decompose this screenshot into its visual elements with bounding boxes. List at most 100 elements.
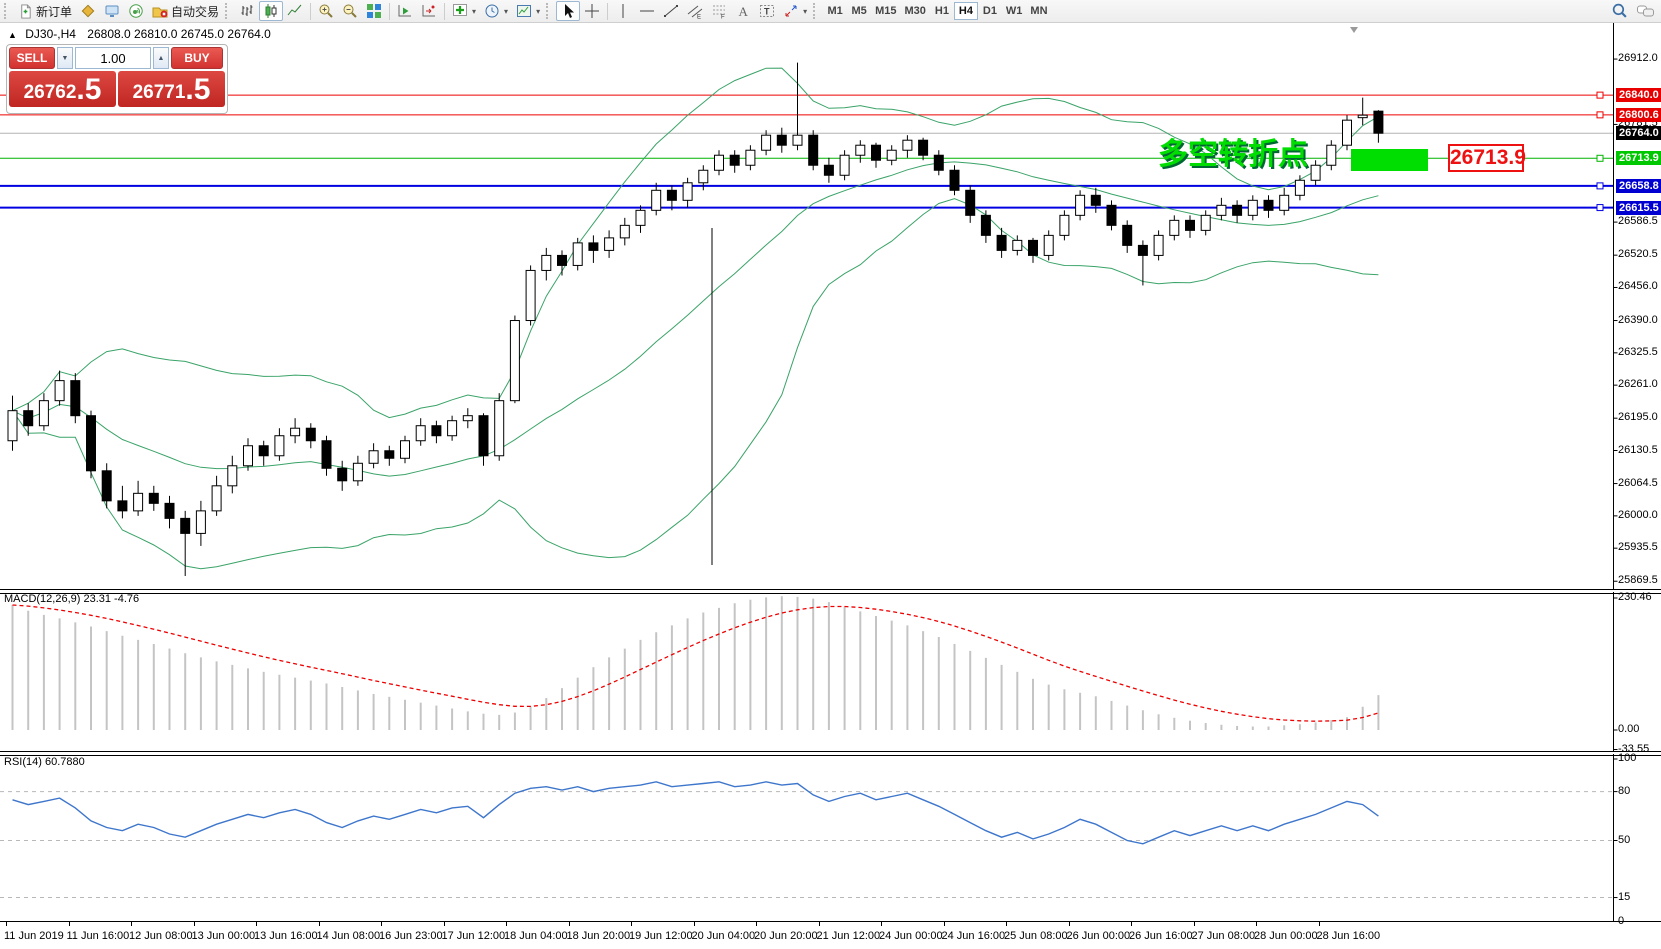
timeframe-w1-button[interactable]: W1: [1002, 2, 1027, 20]
buy-price-panel[interactable]: 26771 .5: [118, 71, 225, 107]
pane-separator[interactable]: [0, 589, 1661, 594]
trendline-button[interactable]: [659, 1, 683, 21]
templates-dropdown-caret[interactable]: ▾: [536, 6, 541, 16]
periods-button[interactable]: ▾: [480, 1, 512, 21]
sell-price-frac: .5: [76, 73, 102, 106]
arrows-dropdown-caret[interactable]: ▾: [803, 6, 808, 16]
signals-icon: [129, 4, 143, 18]
equidistant-channel-button[interactable]: E: [683, 1, 707, 21]
toolbar-grip[interactable]: [225, 3, 232, 19]
metaeditor-button[interactable]: [76, 1, 100, 21]
signals-button[interactable]: [124, 1, 148, 21]
svg-text:A: A: [739, 4, 749, 19]
svg-text:T: T: [764, 7, 770, 17]
price-chart-canvas[interactable]: [0, 23, 1661, 589]
autotrading-button[interactable]: 自动交易: [148, 1, 223, 21]
one-click-trading-panel: SELL ▼ ▲ BUY 26762 .5 26771 .5: [6, 44, 228, 114]
volume-decrease-button[interactable]: ▼: [57, 47, 73, 69]
fibonacci-button[interactable]: F: [707, 1, 731, 21]
time-axis-label: 27 Jun 08:00: [1191, 930, 1256, 942]
toolbar-grip[interactable]: [813, 3, 820, 19]
zoom-out-button[interactable]: [338, 1, 362, 21]
sell-price-int: 26762: [23, 82, 77, 103]
line-chart-button[interactable]: [283, 1, 307, 21]
chart-shift-button[interactable]: [417, 1, 441, 21]
time-tick: [68, 922, 70, 926]
periods-clock-icon: [485, 4, 499, 18]
time-axis-label: 20 Jun 20:00: [754, 930, 818, 942]
macd-pane-canvas[interactable]: [0, 592, 1661, 751]
volume-input[interactable]: [75, 47, 151, 69]
time-tick: [193, 922, 195, 926]
timeframe-m1-button[interactable]: M1: [823, 2, 847, 20]
time-axis[interactable]: 11 Jun 2019 11 Jun 16:00 12 Jun 08:00 13 Ju…: [0, 921, 1661, 949]
auto-scroll-button[interactable]: [393, 1, 417, 21]
time-tick: [943, 922, 945, 926]
rsi-pane-canvas[interactable]: [0, 754, 1661, 921]
time-tick: [506, 922, 507, 926]
time-axis-label: 24 Jun 16:00: [941, 930, 1006, 942]
line-chart-icon: [287, 4, 302, 16]
sell-button[interactable]: SELL: [9, 47, 55, 69]
crosshair-button[interactable]: [580, 1, 604, 21]
vertical-line-button[interactable]: [611, 1, 635, 21]
text-button[interactable]: A: [731, 1, 755, 21]
text-icon: A: [739, 4, 749, 19]
time-axis-label: 18 Jun 04:00: [504, 930, 568, 942]
arrows-button[interactable]: ▾: [779, 1, 811, 21]
new-order-button[interactable]: 新订单: [14, 1, 76, 21]
new-order-label: 新订单: [36, 4, 73, 19]
chart-title: ▲ DJ30-,H4 26808.0 26810.0 26745.0 26764…: [8, 27, 271, 41]
zoom-in-button[interactable]: [314, 1, 338, 21]
chat-icon[interactable]: [1636, 3, 1655, 19]
timeframe-mn-button[interactable]: MN: [1026, 2, 1051, 20]
one-click-collapse-icon[interactable]: ▲: [8, 30, 17, 40]
templates-button[interactable]: ▾: [512, 1, 544, 21]
indicators-dropdown-caret[interactable]: ▾: [472, 6, 477, 16]
toolbar-separator: [310, 2, 312, 20]
text-label-button[interactable]: T: [755, 1, 779, 21]
time-axis-label: 14 Jun 08:00: [316, 930, 381, 942]
timeframe-h1-button[interactable]: H1: [930, 2, 954, 20]
timeframe-h4-button[interactable]: H4: [953, 2, 978, 20]
indicators-button[interactable]: ▾: [448, 1, 480, 21]
cursor-button[interactable]: [556, 1, 581, 21]
ohlc-values-label: 26808.0 26810.0 26745.0 26764.0: [87, 27, 271, 41]
metaeditor-icon: [81, 4, 95, 18]
search-icon[interactable]: [1611, 2, 1628, 19]
time-axis-label: 13 Jun 16:00: [254, 930, 318, 942]
buy-button[interactable]: BUY: [171, 47, 223, 69]
toolbar-grip[interactable]: [4, 3, 11, 19]
price-tag-label[interactable]: 26713.9: [1448, 144, 1526, 172]
turning-point-annotation[interactable]: 多空转折点: [1158, 138, 1308, 171]
timeframe-d1-button[interactable]: D1: [978, 2, 1002, 20]
time-tick: [1318, 922, 1320, 926]
time-tick: [1256, 922, 1257, 926]
time-axis-label: 17 Jun 12:00: [441, 930, 506, 942]
timeframe-m15-button[interactable]: M15: [871, 2, 900, 20]
virtual-hosting-button[interactable]: [100, 1, 124, 21]
periods-dropdown-caret[interactable]: ▾: [504, 6, 509, 16]
toolbar-grip[interactable]: [546, 3, 553, 19]
sell-price-panel[interactable]: 26762 .5: [9, 71, 116, 107]
tile-windows-button[interactable]: [362, 1, 386, 21]
time-axis-label: 26 Jun 00:00: [1066, 930, 1131, 942]
bar-chart-button[interactable]: [235, 1, 259, 21]
timeframe-m30-button[interactable]: M30: [901, 2, 930, 20]
time-axis-label: 28 Jun 00:00: [1254, 930, 1318, 942]
tile-windows-icon: [367, 4, 382, 18]
candlestick-chart-button[interactable]: [259, 1, 284, 21]
time-tick: [1193, 922, 1195, 926]
time-tick: [131, 922, 132, 926]
svg-text:F: F: [721, 15, 725, 20]
pane-separator[interactable]: [0, 751, 1661, 756]
time-axis-label: 11 Jun 16:00: [66, 930, 130, 942]
time-axis-label: 12 Jun 08:00: [129, 930, 193, 942]
horizontal-line-button[interactable]: [635, 1, 659, 21]
autotrading-icon: [152, 7, 168, 18]
time-tick: [818, 922, 820, 926]
timeframe-m5-button[interactable]: M5: [847, 2, 871, 20]
trendline-icon: [664, 5, 679, 17]
volume-increase-button[interactable]: ▲: [153, 47, 169, 69]
auto-scroll-icon: [398, 5, 412, 17]
